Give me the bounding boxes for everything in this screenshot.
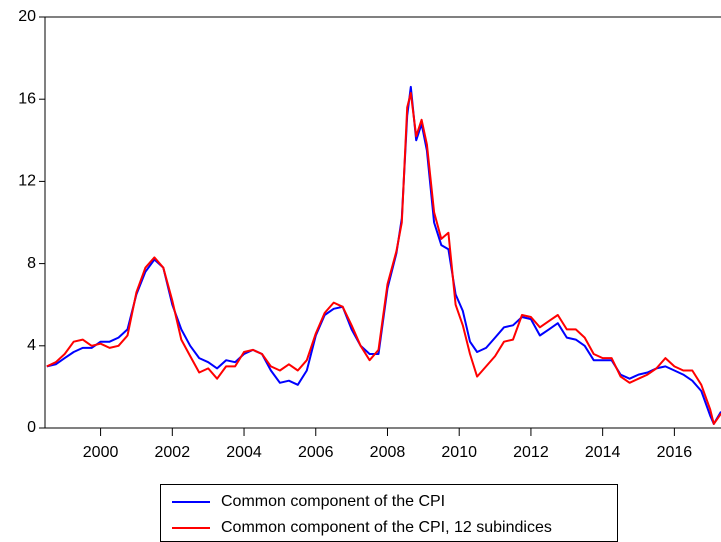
legend-box xyxy=(160,484,618,542)
series-line xyxy=(46,92,721,425)
x-tick-label: 2014 xyxy=(585,444,621,461)
x-tick-label: 2006 xyxy=(298,444,334,461)
y-tick-label: 8 xyxy=(27,255,36,272)
y-tick-label: 12 xyxy=(18,173,36,190)
x-tick-label: 2002 xyxy=(155,444,191,461)
y-tick-label: 16 xyxy=(18,90,36,107)
x-tick-label: 2004 xyxy=(226,444,262,461)
plot-frame xyxy=(44,16,721,429)
y-tick-label: 4 xyxy=(27,337,36,354)
y-tick-label: 20 xyxy=(18,8,36,25)
x-tick-label: 2012 xyxy=(513,444,549,461)
legend-label: Common component of the CPI xyxy=(221,493,445,510)
legend-label: Common component of the CPI, 12 subindic… xyxy=(221,519,552,536)
x-tick-label: 2010 xyxy=(441,444,477,461)
x-tick-label: 2008 xyxy=(370,444,406,461)
y-tick-label: 0 xyxy=(27,419,36,436)
x-tick-label: 2016 xyxy=(657,444,693,461)
x-tick-label: 2000 xyxy=(83,444,119,461)
